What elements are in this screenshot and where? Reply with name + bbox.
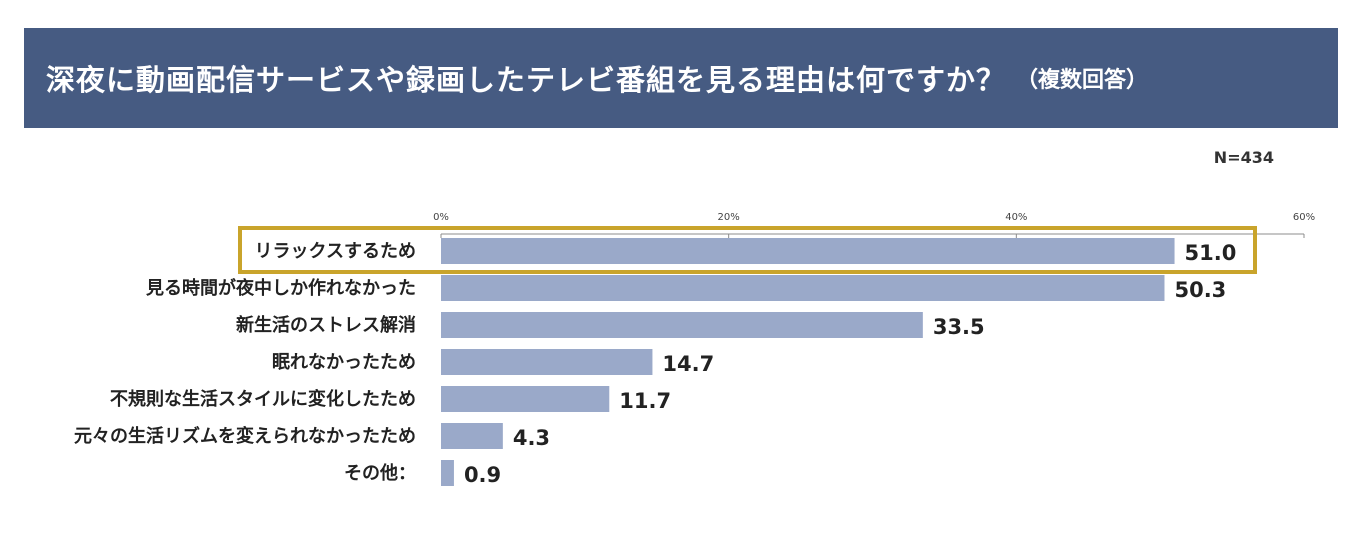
category-label: 元々の生活リズムを変えられなかったため (74, 425, 416, 447)
value-label: 4.3 (513, 426, 550, 450)
highlight-frame (238, 226, 1257, 274)
chart-subtitle: （複数回答） (1016, 68, 1149, 93)
value-label: 0.9 (464, 463, 501, 487)
category-label: 眠れなかったため (272, 352, 416, 373)
category-label: 新生活のストレス解消 (236, 314, 416, 336)
bar (441, 460, 454, 486)
category-label: その他： (344, 462, 416, 484)
bar (441, 386, 610, 412)
title-banner: 深夜に動画配信サービスや録画したテレビ番組を見る理由は何ですか？ （複数回答） (24, 28, 1338, 128)
sample-size-label: N=434 (1213, 148, 1274, 167)
category-label: リラックスするため (255, 241, 416, 262)
bar (441, 423, 503, 449)
bar (441, 312, 923, 338)
x-tick-label: 0% (433, 212, 449, 223)
bar (441, 238, 1175, 264)
value-label: 11.7 (619, 389, 671, 413)
bar (441, 275, 1165, 301)
category-label: 見る時間が夜中しか作れなかった (145, 277, 416, 299)
value-label: 50.3 (1174, 278, 1226, 302)
value-label: 33.5 (933, 315, 985, 339)
category-label: 不規則な生活スタイルに変化したため (110, 388, 416, 410)
x-tick-label: 40% (1005, 212, 1027, 223)
value-label: 51.0 (1185, 241, 1237, 265)
chart-title: 深夜に動画配信サービスや録画したテレビ番組を見る理由は何ですか？ (46, 63, 1007, 97)
value-label: 14.7 (662, 352, 714, 376)
x-tick-label: 20% (718, 212, 740, 223)
bar (441, 349, 653, 375)
x-tick-label: 60% (1293, 212, 1315, 223)
